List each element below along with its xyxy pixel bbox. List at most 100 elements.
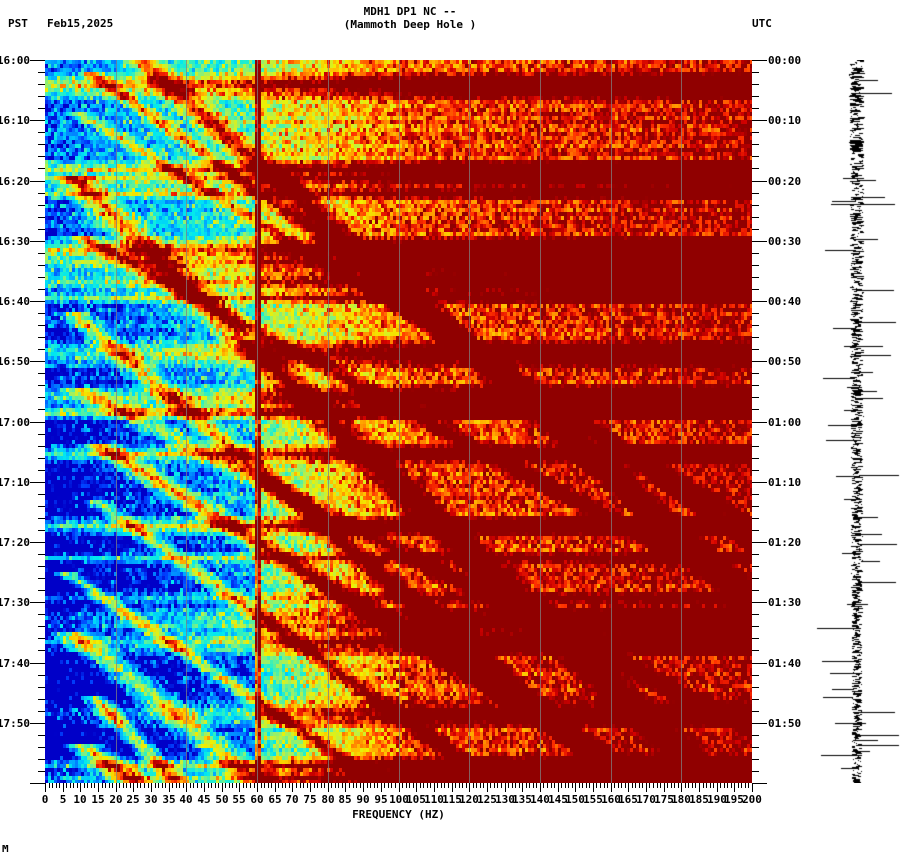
frequency-tick — [211, 783, 212, 788]
time-tick — [752, 687, 759, 688]
frequency-tick — [494, 783, 495, 788]
frequency-tick — [596, 783, 597, 788]
frequency-tick — [133, 783, 134, 792]
frequency-tick — [395, 783, 396, 788]
frequency-tick — [66, 783, 67, 788]
time-axis-label: 00:40 — [768, 295, 802, 308]
frequency-tick — [176, 783, 177, 788]
frequency-tick — [137, 783, 138, 788]
time-axis-label: 00:50 — [768, 355, 802, 368]
time-tick — [38, 759, 45, 760]
frequency-tick — [745, 783, 746, 788]
frequency-tick — [600, 783, 601, 788]
frequency-tick — [186, 783, 187, 792]
time-tick — [752, 747, 759, 748]
frequency-tick — [551, 783, 552, 788]
frequency-tick — [225, 783, 226, 788]
frequency-tick — [126, 783, 127, 788]
time-tick — [38, 205, 45, 206]
frequency-tick — [452, 783, 453, 792]
frequency-tick — [720, 783, 721, 788]
frequency-tick — [731, 783, 732, 788]
frequency-tick — [639, 783, 640, 788]
frequency-tick — [102, 783, 103, 788]
frequency-axis-label: 120 — [459, 793, 479, 806]
frequency-tick — [409, 783, 410, 788]
frequency-tick — [490, 783, 491, 788]
frequency-tick — [151, 783, 152, 792]
time-axis-label: 16:40 — [0, 295, 30, 308]
time-tick — [752, 494, 759, 495]
frequency-axis-label: 145 — [548, 793, 568, 806]
time-tick — [752, 663, 767, 664]
time-axis-label: 17:20 — [0, 536, 30, 549]
time-axis-label: 17:00 — [0, 416, 30, 429]
frequency-axis-label: 20 — [109, 793, 123, 806]
frequency-tick — [229, 783, 230, 788]
frequency-tick — [321, 783, 322, 788]
frequency-tick — [741, 783, 742, 788]
frequency-tick — [501, 783, 502, 788]
frequency-tick — [678, 783, 679, 788]
time-tick — [38, 277, 45, 278]
frequency-tick — [660, 783, 661, 788]
time-axis-label: 00:30 — [768, 235, 802, 248]
frequency-tick — [307, 783, 308, 788]
frequency-tick — [522, 783, 523, 792]
frequency-tick — [473, 783, 474, 788]
frequency-tick — [282, 783, 283, 788]
frequency-axis-label: 80 — [321, 793, 335, 806]
time-tick — [752, 385, 759, 386]
time-tick — [38, 566, 45, 567]
frequency-tick — [165, 783, 166, 788]
frequency-tick — [572, 783, 573, 788]
frequency-tick — [413, 783, 414, 788]
frequency-tick — [158, 783, 159, 788]
frequency-tick — [455, 783, 456, 788]
frequency-tick — [384, 783, 385, 788]
frequency-tick — [155, 783, 156, 788]
frequency-tick — [360, 783, 361, 788]
time-tick — [38, 253, 45, 254]
frequency-tick — [713, 783, 714, 788]
time-tick — [38, 373, 45, 374]
frequency-axis-label: 155 — [583, 793, 603, 806]
frequency-tick — [611, 783, 612, 792]
frequency-tick — [236, 783, 237, 788]
frequency-tick — [63, 783, 64, 792]
time-tick — [752, 373, 759, 374]
time-tick — [38, 650, 45, 651]
time-tick — [30, 422, 45, 423]
frequency-tick — [208, 783, 209, 788]
frequency-tick — [508, 783, 509, 788]
frequency-axis-label: 170 — [636, 793, 656, 806]
frequency-tick — [59, 783, 60, 788]
frequency-tick — [399, 783, 400, 792]
frequency-tick — [688, 783, 689, 788]
frequency-tick — [543, 783, 544, 788]
frequency-tick — [84, 783, 85, 788]
time-tick — [752, 482, 767, 483]
time-tick — [30, 181, 45, 182]
frequency-tick — [558, 783, 559, 792]
frequency-tick — [268, 783, 269, 788]
time-axis-right-ticks — [752, 60, 767, 784]
time-tick — [38, 446, 45, 447]
time-tick — [38, 217, 45, 218]
frequency-axis-label: 195 — [724, 793, 744, 806]
time-tick — [30, 602, 45, 603]
frequency-tick — [724, 783, 725, 788]
frequency-axis-label: 115 — [442, 793, 462, 806]
time-axis-label: 16:20 — [0, 175, 30, 188]
frequency-tick — [448, 783, 449, 788]
time-tick — [752, 289, 759, 290]
frequency-axis-ticks — [45, 783, 753, 793]
time-axis-label: 16:00 — [0, 54, 30, 67]
frequency-tick — [116, 783, 117, 792]
time-tick — [752, 530, 759, 531]
frequency-tick — [246, 783, 247, 788]
frequency-tick — [109, 783, 110, 788]
time-tick — [752, 458, 759, 459]
frequency-tick — [80, 783, 81, 792]
